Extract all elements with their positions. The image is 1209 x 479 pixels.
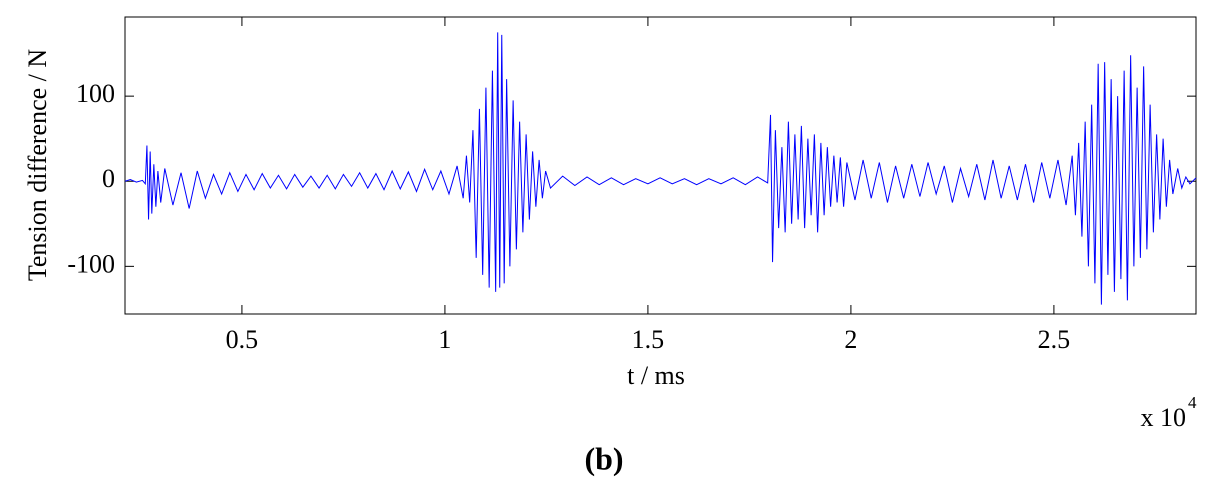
y-tick-label: 100: [76, 79, 115, 108]
x-tick-label: 1.5: [632, 325, 665, 354]
y-tick-label: 0: [102, 164, 115, 193]
y-axis-label: Tension difference / N: [23, 49, 52, 282]
x-tick-label: 2: [844, 325, 857, 354]
caption: (b): [584, 440, 623, 476]
x-axis-label: t / ms: [627, 361, 685, 390]
x-multiplier-exponent: 4: [1188, 393, 1197, 412]
x-tick-label: 0.5: [226, 325, 259, 354]
x-multiplier: x 10: [1141, 403, 1187, 432]
plot-frame: [124, 16, 1197, 315]
y-tick-label: -100: [67, 249, 115, 278]
x-tick-label: 2.5: [1038, 325, 1071, 354]
signal-line: [124, 32, 1197, 305]
x-tick-label: 1: [438, 325, 451, 354]
